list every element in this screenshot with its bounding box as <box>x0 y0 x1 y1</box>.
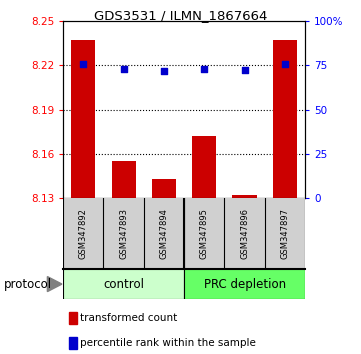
Bar <box>273 40 297 198</box>
Text: percentile rank within the sample: percentile rank within the sample <box>80 338 256 348</box>
Point <box>201 66 207 72</box>
Text: protocol: protocol <box>4 278 52 291</box>
Text: GSM347896: GSM347896 <box>240 208 249 259</box>
Text: transformed count: transformed count <box>80 313 177 323</box>
Bar <box>69 337 77 349</box>
Bar <box>71 40 95 198</box>
Bar <box>232 195 257 198</box>
Point <box>121 66 126 72</box>
FancyBboxPatch shape <box>184 269 305 299</box>
Point <box>282 61 288 67</box>
Text: GDS3531 / ILMN_1867664: GDS3531 / ILMN_1867664 <box>94 9 267 22</box>
Point <box>81 61 86 67</box>
Text: PRC depletion: PRC depletion <box>204 278 286 291</box>
Text: GSM347894: GSM347894 <box>160 208 169 259</box>
Text: control: control <box>103 278 144 291</box>
Text: GSM347895: GSM347895 <box>200 208 209 259</box>
Point <box>161 68 167 74</box>
Text: GSM347893: GSM347893 <box>119 208 128 259</box>
Polygon shape <box>47 276 62 292</box>
Bar <box>112 161 136 198</box>
Text: GSM347897: GSM347897 <box>280 208 290 259</box>
Bar <box>152 179 176 198</box>
Bar <box>69 312 77 324</box>
Bar <box>192 136 216 198</box>
Text: GSM347892: GSM347892 <box>79 208 88 259</box>
FancyBboxPatch shape <box>63 269 184 299</box>
Point <box>242 67 248 73</box>
